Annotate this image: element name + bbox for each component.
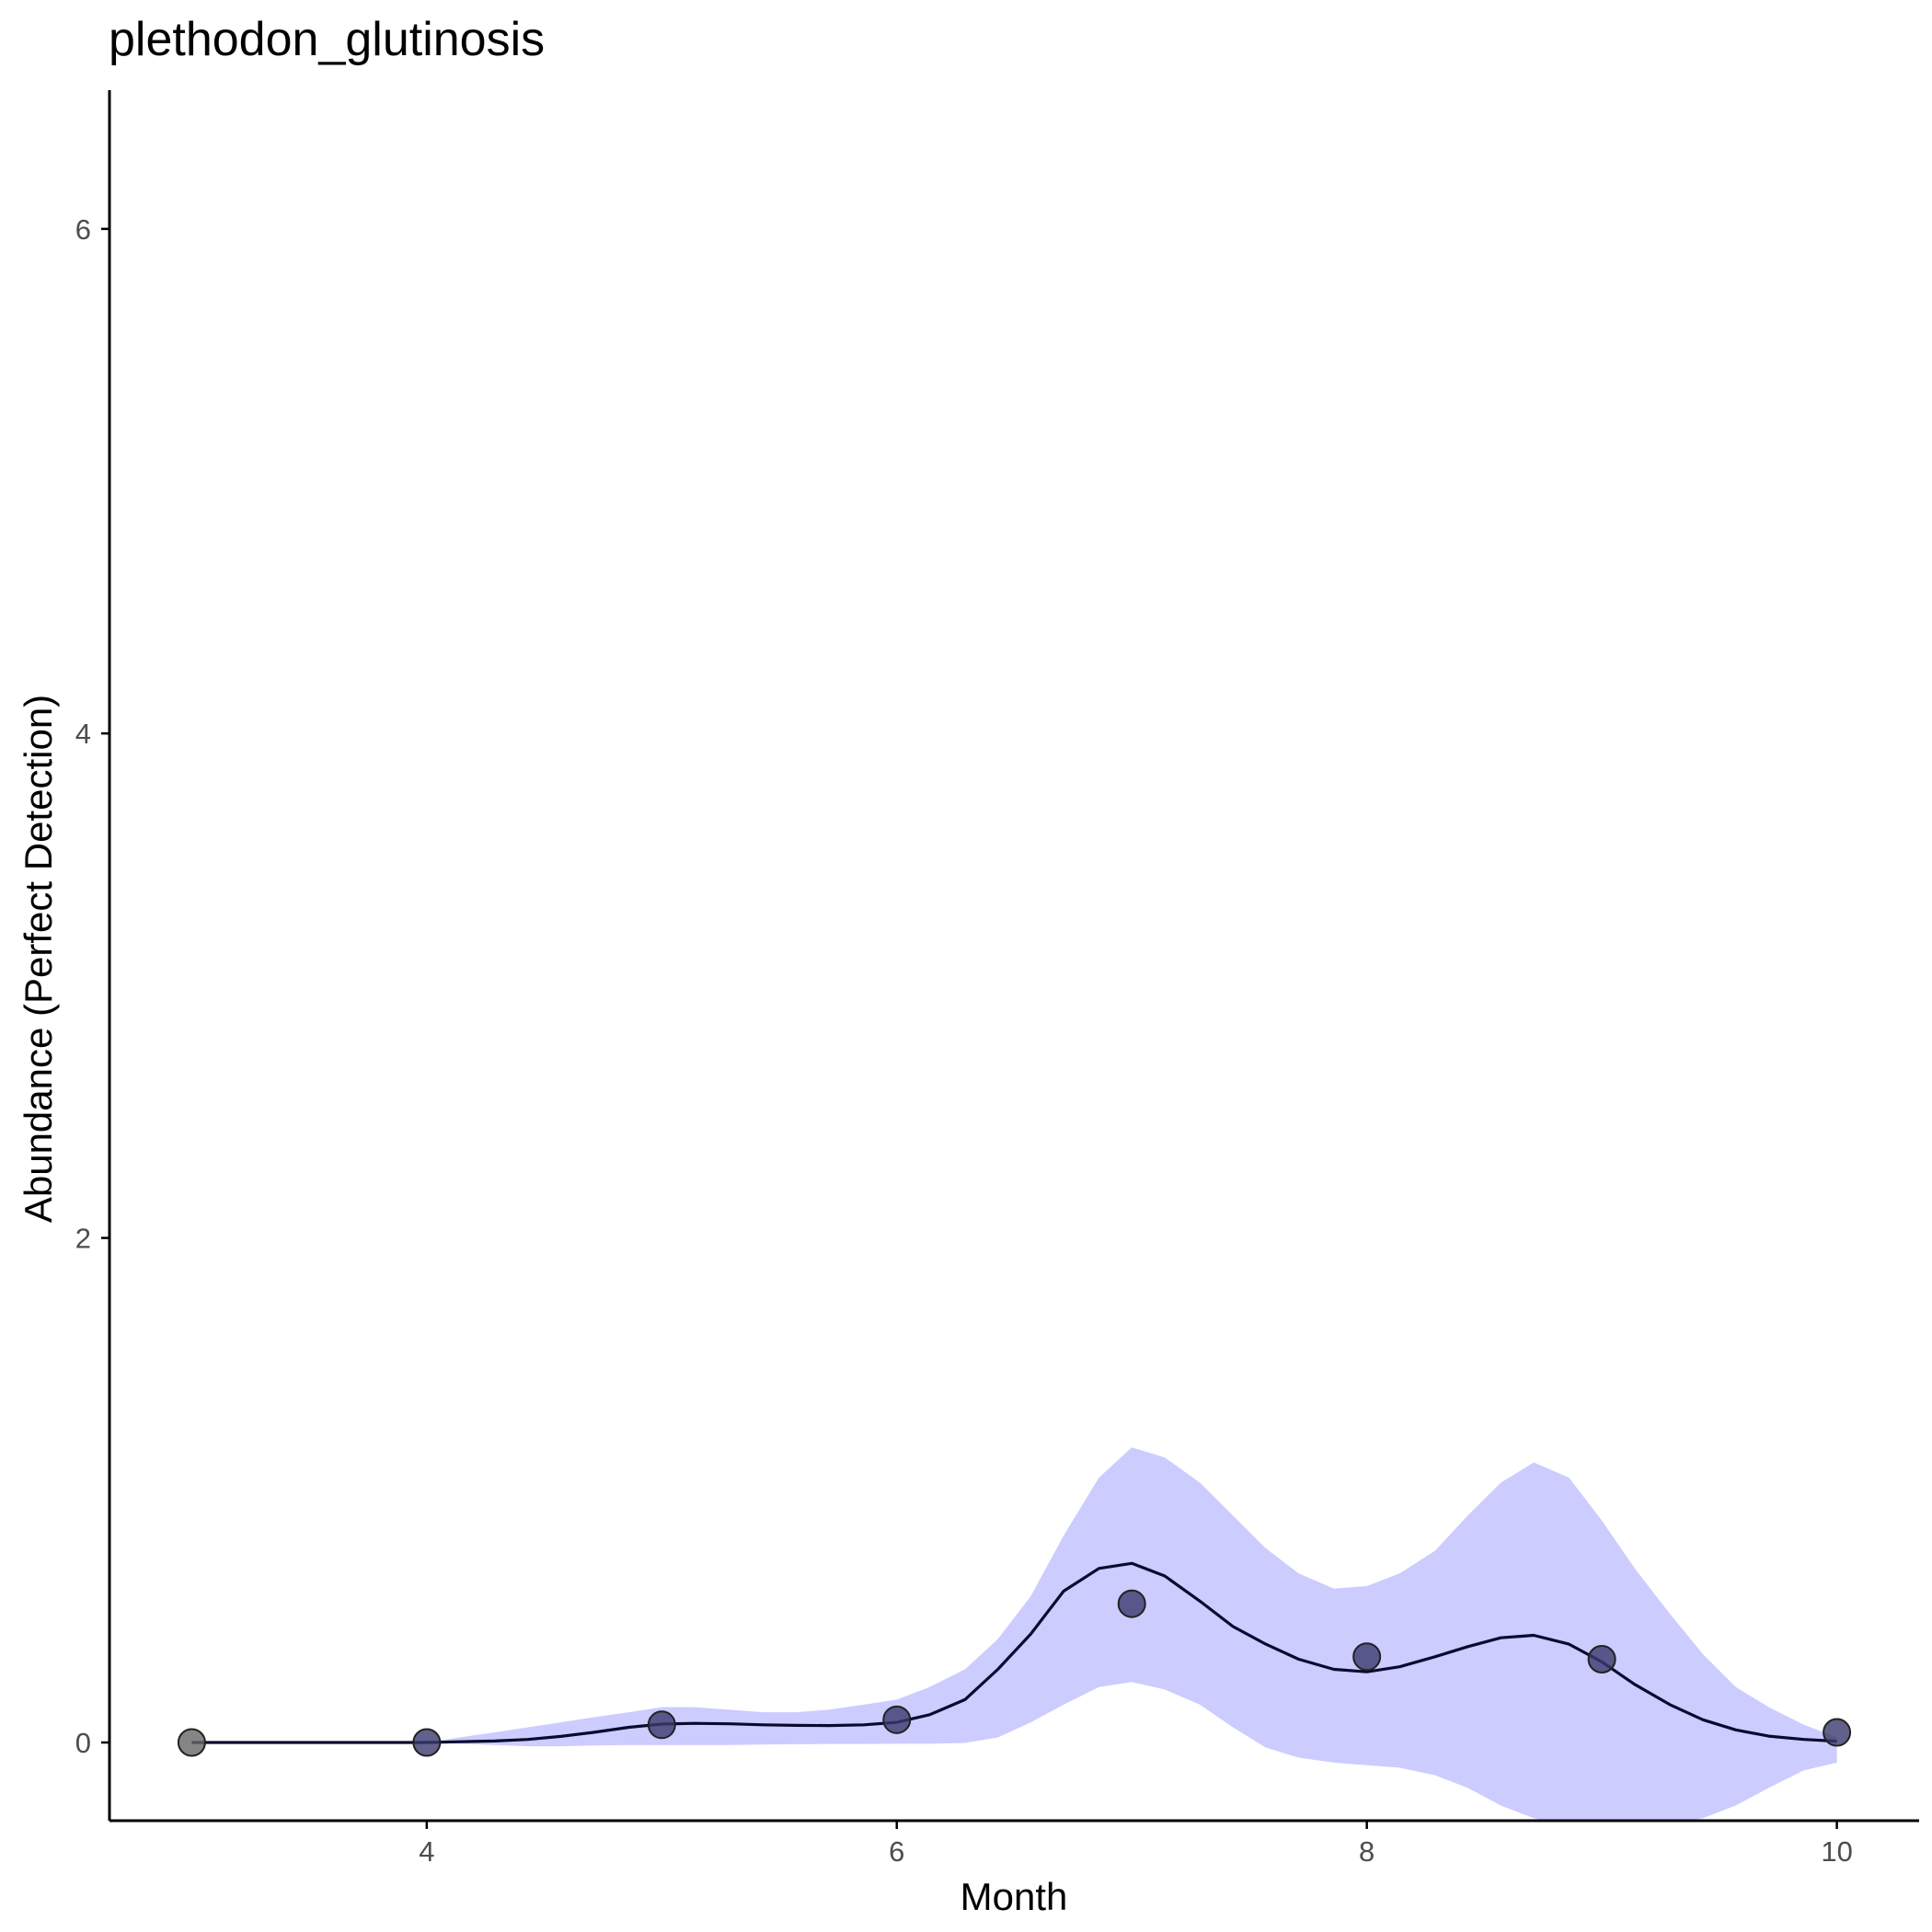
y-tick-label: 6 [75, 213, 91, 246]
y-tick-label: 2 [75, 1223, 91, 1255]
data-point [1117, 1589, 1146, 1618]
data-point [882, 1705, 912, 1734]
data-point [647, 1710, 676, 1740]
data-point [1352, 1642, 1382, 1672]
x-tick-label: 4 [419, 1835, 434, 1868]
plot-area [177, 1447, 1852, 1821]
y-tick-label: 4 [75, 718, 91, 750]
data-point [1823, 1718, 1852, 1747]
data-point [1587, 1645, 1616, 1674]
x-axis-label: Month [960, 1875, 1068, 1918]
y-axis-label: Abundance (Perfect Detection) [17, 695, 60, 1223]
x-tick-label: 10 [1821, 1835, 1852, 1868]
axes: 4 6 8 10 0 2 4 6 [75, 90, 1919, 1868]
data-point [412, 1728, 442, 1757]
x-tick-label: 8 [1359, 1835, 1374, 1868]
plot-layers [177, 1447, 1852, 1821]
x-tick-label: 6 [889, 1835, 904, 1868]
data-point [177, 1728, 206, 1757]
chart-title: plethodon_glutinosis [109, 13, 545, 66]
y-tick-label: 0 [75, 1727, 91, 1759]
confidence-band [426, 1447, 1837, 1821]
